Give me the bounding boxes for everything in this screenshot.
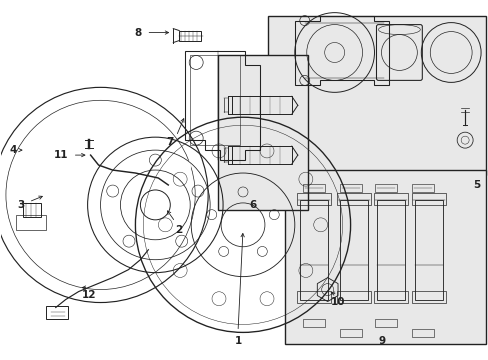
Text: 7: 7 <box>166 137 174 147</box>
Bar <box>411 193 446 205</box>
Bar <box>411 184 433 192</box>
Text: 3: 3 <box>17 200 24 210</box>
Bar <box>296 291 330 302</box>
Bar <box>339 200 367 300</box>
Bar <box>302 319 324 328</box>
Text: 12: 12 <box>81 289 96 300</box>
Bar <box>336 193 370 205</box>
Bar <box>285 170 485 345</box>
Bar <box>339 329 361 337</box>
Bar <box>336 291 370 302</box>
Bar <box>302 184 324 192</box>
Bar <box>16 215 46 230</box>
Bar <box>232 96 291 114</box>
Text: 11: 11 <box>53 150 68 160</box>
Text: 4: 4 <box>9 145 17 155</box>
Bar <box>299 200 327 300</box>
Bar <box>46 306 67 319</box>
Text: 2: 2 <box>174 225 182 235</box>
Polygon shape <box>175 160 190 195</box>
Bar <box>375 319 397 328</box>
Bar <box>414 200 442 300</box>
Bar <box>232 146 291 164</box>
Bar <box>374 193 407 205</box>
Bar <box>411 291 446 302</box>
Bar <box>267 15 485 175</box>
Bar <box>339 184 361 192</box>
Text: 8: 8 <box>135 28 142 37</box>
Text: 6: 6 <box>249 200 256 210</box>
Bar <box>411 329 433 337</box>
Text: 9: 9 <box>378 336 385 346</box>
Bar <box>374 291 407 302</box>
Bar <box>375 184 397 192</box>
Bar <box>218 55 307 210</box>
Bar <box>296 193 330 205</box>
Bar <box>377 200 405 300</box>
Text: 1: 1 <box>234 336 241 346</box>
Text: 5: 5 <box>472 180 480 190</box>
Bar <box>179 31 201 41</box>
Bar <box>23 203 41 217</box>
Text: 10: 10 <box>330 297 344 306</box>
